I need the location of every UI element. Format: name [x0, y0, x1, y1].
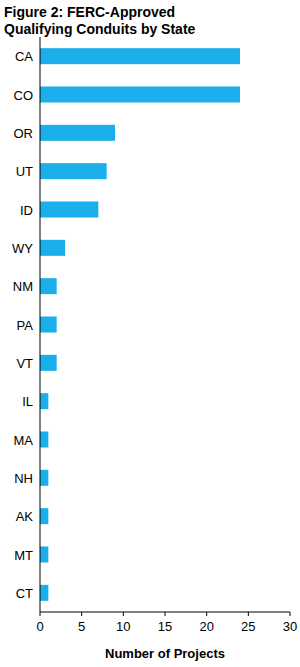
x-tick: [123, 612, 124, 616]
category-label: IL: [22, 394, 33, 409]
bar: [40, 393, 48, 409]
x-tick-label: 10: [116, 619, 130, 634]
x-tick: [81, 612, 82, 616]
bar: [40, 48, 240, 64]
category-label: AK: [16, 509, 34, 524]
bar: [40, 87, 240, 103]
x-tick: [165, 612, 166, 616]
bar: [40, 317, 57, 333]
x-tick-label: 0: [36, 619, 43, 634]
category-label: VT: [16, 356, 33, 371]
bar: [40, 547, 48, 563]
bar: [40, 508, 48, 524]
x-tick: [40, 612, 41, 616]
category-label: UT: [16, 164, 33, 179]
x-tick-label: 15: [158, 619, 172, 634]
bar: [40, 470, 48, 486]
bar: [40, 432, 48, 448]
category-label: CA: [15, 49, 33, 64]
x-tick-label: 25: [241, 619, 255, 634]
x-tick-label: 30: [283, 619, 297, 634]
category-label: PA: [17, 318, 34, 333]
bar: [40, 355, 57, 371]
category-label: ID: [20, 203, 33, 218]
category-label: CO: [14, 88, 34, 103]
category-label: NH: [14, 471, 33, 486]
x-axis-label: Number of Projects: [105, 646, 225, 661]
category-label: NM: [13, 279, 33, 294]
bar: [40, 202, 98, 218]
bar: [40, 278, 57, 294]
category-label: MT: [14, 548, 33, 563]
x-tick: [206, 612, 207, 616]
bars: [40, 48, 240, 601]
chart: CA CO OR UT ID WY NM PA VT IL MA NH AK MT CT 0 5 10 15 20 25…: [0, 0, 300, 667]
category-label: WY: [12, 241, 33, 256]
y-axis: [40, 37, 41, 612]
bar: [40, 240, 65, 256]
bar: [40, 125, 115, 141]
category-label: CT: [16, 586, 33, 601]
chart-title: Figure 2: FERC-Approved Qualifying Condu…: [4, 4, 219, 38]
x-tick-label: 5: [78, 619, 85, 634]
x-tick: [248, 612, 249, 616]
bar: [40, 163, 107, 179]
category-label: OR: [14, 126, 34, 141]
bar: [40, 585, 48, 601]
category-label: MA: [14, 433, 34, 448]
x-tick: [290, 612, 291, 616]
x-tick-label: 20: [199, 619, 213, 634]
